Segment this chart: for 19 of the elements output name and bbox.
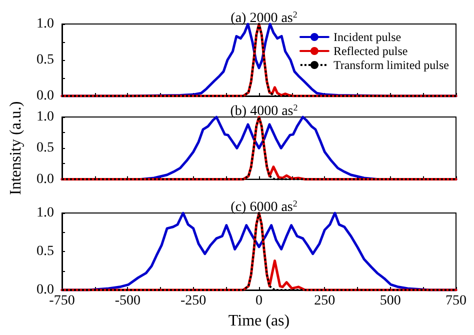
y-tick-label: 0.0 bbox=[36, 88, 54, 104]
y-tick-label: 1.0 bbox=[36, 110, 54, 124]
x-tick-label: 0 bbox=[256, 294, 262, 308]
x-tick-label: 750 bbox=[446, 294, 466, 308]
legend-label: Reflected pulse bbox=[333, 44, 408, 58]
x-tick-label: -250 bbox=[180, 294, 206, 308]
y-tick-label: 0.5 bbox=[36, 52, 54, 68]
y-tick-label: 1.0 bbox=[36, 206, 54, 220]
x-tick-label: 500 bbox=[380, 294, 401, 308]
y-tick-label: 0.0 bbox=[36, 172, 54, 187]
y-tick-label: 0.5 bbox=[36, 244, 54, 259]
legend-label: Incident pulse bbox=[333, 30, 402, 44]
y-tick-label: 0.5 bbox=[36, 140, 54, 156]
y-tick-label: 1.0 bbox=[36, 16, 54, 32]
x-tick-label: 250 bbox=[314, 294, 336, 308]
y-axis-title: Intensity (a.u.) bbox=[8, 101, 24, 195]
legend-label: Transform limited pulse bbox=[333, 58, 450, 72]
x-axis-title: Time (as) bbox=[228, 312, 290, 330]
x-tick-label: -500 bbox=[114, 294, 141, 308]
